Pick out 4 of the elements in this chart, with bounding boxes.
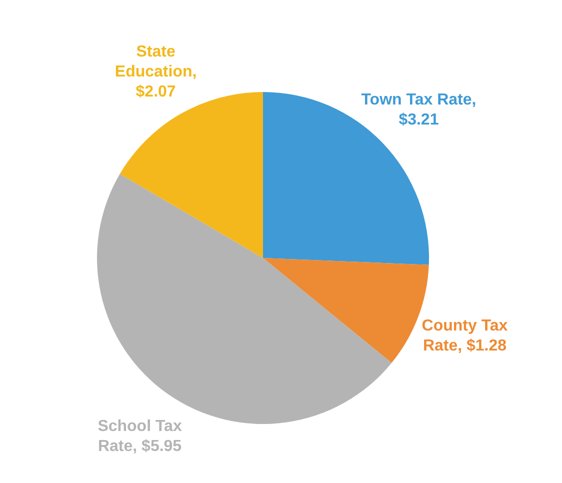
slice-label: State Education, $2.07 [114,44,197,101]
slice-label: School Tax Rate, $5.95 [98,418,182,456]
slice-label: County Tax Rate, $1.28 [422,318,508,355]
slice-label: Town Tax Rate, $3.21 [361,92,476,129]
